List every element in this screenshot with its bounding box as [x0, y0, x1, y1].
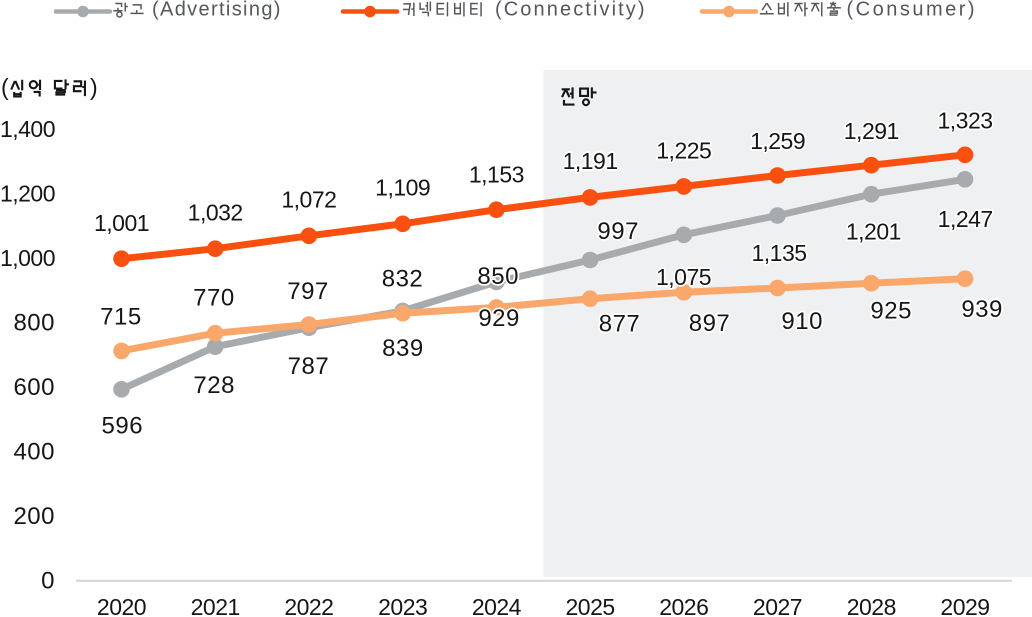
svg-text:200: 200 — [13, 503, 55, 530]
svg-text:2024: 2024 — [472, 594, 522, 617]
svg-text:1,000: 1,000 — [0, 245, 55, 271]
svg-text:1,032: 1,032 — [188, 199, 243, 225]
svg-text:1,109: 1,109 — [375, 175, 430, 201]
svg-text:(Connectivity): (Connectivity) — [495, 0, 647, 21]
svg-text:1,153: 1,153 — [469, 162, 524, 188]
svg-text:(: ( — [1, 74, 9, 100]
svg-text:1,201: 1,201 — [846, 218, 901, 244]
svg-text:): ) — [90, 74, 98, 100]
svg-text:2020: 2020 — [97, 594, 146, 617]
svg-text:897: 897 — [689, 310, 731, 337]
svg-text:997: 997 — [597, 218, 639, 245]
svg-text:910: 910 — [781, 308, 823, 335]
svg-text:797: 797 — [287, 278, 329, 305]
svg-text:1,075: 1,075 — [656, 264, 711, 290]
svg-text:770: 770 — [193, 285, 235, 312]
svg-text:(Consumer): (Consumer) — [847, 0, 978, 21]
svg-text:1,200: 1,200 — [0, 180, 55, 206]
svg-text:925: 925 — [870, 298, 912, 325]
svg-text:2025: 2025 — [566, 594, 615, 617]
svg-text:850: 850 — [477, 263, 519, 290]
svg-text:839: 839 — [382, 335, 424, 362]
svg-text:1,400: 1,400 — [0, 116, 55, 142]
svg-text:1,225: 1,225 — [656, 137, 711, 163]
svg-text:1,323: 1,323 — [937, 108, 992, 134]
svg-text:1,072: 1,072 — [281, 187, 336, 213]
svg-text:1,135: 1,135 — [751, 240, 806, 266]
svg-text:1,259: 1,259 — [750, 128, 805, 154]
svg-text:1,291: 1,291 — [844, 118, 899, 144]
svg-text:596: 596 — [102, 413, 144, 440]
svg-text:939: 939 — [961, 296, 1003, 323]
svg-text:400: 400 — [13, 438, 55, 465]
svg-text:1,001: 1,001 — [94, 210, 149, 236]
svg-text:2021: 2021 — [191, 594, 240, 617]
svg-text:2023: 2023 — [378, 594, 427, 617]
svg-text:800: 800 — [13, 309, 55, 336]
svg-text:1,191: 1,191 — [563, 148, 618, 174]
svg-text:2028: 2028 — [847, 594, 896, 617]
svg-text:787: 787 — [288, 353, 330, 380]
svg-text:715: 715 — [100, 304, 142, 331]
svg-text:2026: 2026 — [659, 594, 708, 617]
svg-text:832: 832 — [382, 266, 424, 293]
svg-text:877: 877 — [599, 310, 641, 337]
svg-text:(Advertising): (Advertising) — [152, 0, 282, 21]
svg-text:2029: 2029 — [940, 594, 989, 617]
svg-text:1,247: 1,247 — [938, 206, 993, 232]
svg-text:2022: 2022 — [284, 594, 333, 617]
svg-text:0: 0 — [41, 567, 55, 594]
svg-text:2027: 2027 — [753, 594, 802, 617]
svg-text:728: 728 — [193, 372, 235, 399]
svg-text:600: 600 — [13, 374, 55, 401]
svg-text:929: 929 — [478, 305, 520, 332]
